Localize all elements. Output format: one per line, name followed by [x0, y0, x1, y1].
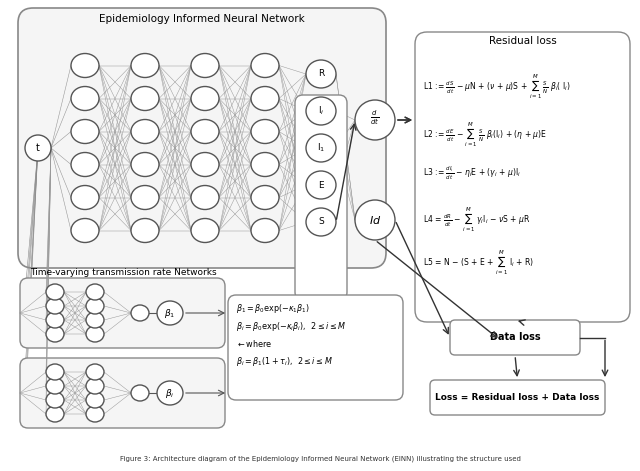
Text: $\beta_i = \beta_1(1 + \tau_i)$,  $2 \leq i \leq M$: $\beta_i = \beta_1(1 + \tau_i)$, $2 \leq…: [236, 355, 333, 368]
Ellipse shape: [251, 87, 279, 111]
Text: Residual loss: Residual loss: [488, 36, 556, 46]
Text: L4 = $\frac{dR}{dt}$ $-$ $\sum_{i=1}^{M}$ $\gamma_i$I$_i$ $-$ $\nu$S + $\mu$R: L4 = $\frac{dR}{dt}$ $-$ $\sum_{i=1}^{M}…: [423, 205, 531, 234]
FancyBboxPatch shape: [20, 358, 225, 428]
Ellipse shape: [191, 54, 219, 78]
Ellipse shape: [191, 87, 219, 111]
Ellipse shape: [71, 54, 99, 78]
Ellipse shape: [86, 298, 104, 314]
FancyBboxPatch shape: [295, 95, 347, 300]
Ellipse shape: [86, 392, 104, 408]
Text: Time-varying transmission rate Networks: Time-varying transmission rate Networks: [30, 268, 216, 277]
Text: L2 := $\frac{dE}{dt}$ $-$ $\sum_{i=1}^{M}$ $\frac{S}{N}$ $\beta_i$(I$_i$) + ($\e: L2 := $\frac{dE}{dt}$ $-$ $\sum_{i=1}^{M…: [423, 120, 547, 149]
Ellipse shape: [251, 54, 279, 78]
Text: L5 = N $-$ (S + E + $\sum_{i=1}^{M}$ I$_i$ + R): L5 = N $-$ (S + E + $\sum_{i=1}^{M}$ I$_…: [423, 248, 534, 276]
Ellipse shape: [251, 120, 279, 144]
Ellipse shape: [355, 200, 395, 240]
Ellipse shape: [46, 406, 64, 422]
Text: $Id$: $Id$: [369, 214, 381, 226]
Ellipse shape: [306, 134, 336, 162]
Ellipse shape: [306, 60, 336, 88]
Ellipse shape: [71, 219, 99, 243]
Ellipse shape: [191, 219, 219, 243]
Ellipse shape: [157, 301, 183, 325]
Ellipse shape: [131, 385, 149, 401]
Ellipse shape: [191, 186, 219, 210]
Text: $\beta_i$: $\beta_i$: [165, 387, 175, 399]
FancyBboxPatch shape: [430, 380, 605, 415]
Ellipse shape: [46, 284, 64, 300]
Ellipse shape: [131, 219, 159, 243]
Ellipse shape: [71, 87, 99, 111]
Text: Loss = Residual loss + Data loss: Loss = Residual loss + Data loss: [435, 393, 600, 402]
Text: L1 := $\frac{dS}{dt}$ $-$ $\mu$N + ($\nu$ + $\mu$)S + $\sum_{i=1}^{M}$ $\frac{S}: L1 := $\frac{dS}{dt}$ $-$ $\mu$N + ($\nu…: [423, 72, 571, 101]
Text: I$_1$: I$_1$: [317, 142, 325, 154]
Ellipse shape: [306, 171, 336, 199]
Ellipse shape: [131, 305, 149, 321]
Ellipse shape: [71, 120, 99, 144]
Text: S: S: [318, 218, 324, 227]
FancyBboxPatch shape: [228, 295, 403, 400]
Ellipse shape: [86, 378, 104, 394]
Text: $\beta_1 = \beta_0 \exp(-\kappa_1 \beta_1)$: $\beta_1 = \beta_0 \exp(-\kappa_1 \beta_…: [236, 302, 310, 315]
FancyBboxPatch shape: [415, 32, 630, 322]
Ellipse shape: [46, 326, 64, 342]
Ellipse shape: [306, 97, 336, 125]
Text: R: R: [318, 70, 324, 79]
Text: t: t: [36, 143, 40, 153]
Text: $\beta_i = \beta_0 \exp(-\kappa_i \beta_i)$,  $2 \leq i \leq M$: $\beta_i = \beta_0 \exp(-\kappa_i \beta_…: [236, 320, 346, 333]
Ellipse shape: [191, 120, 219, 144]
Text: E: E: [318, 180, 324, 189]
Ellipse shape: [251, 153, 279, 177]
Ellipse shape: [251, 219, 279, 243]
Ellipse shape: [86, 284, 104, 300]
Ellipse shape: [191, 153, 219, 177]
Ellipse shape: [46, 392, 64, 408]
Text: $\frac{d}{dt}$: $\frac{d}{dt}$: [371, 109, 380, 127]
Ellipse shape: [46, 364, 64, 380]
Ellipse shape: [251, 186, 279, 210]
Ellipse shape: [86, 326, 104, 342]
Text: I$_i$: I$_i$: [318, 105, 324, 117]
Ellipse shape: [355, 100, 395, 140]
Text: Data loss: Data loss: [490, 333, 540, 342]
Text: Epidemiology Informed Neural Network: Epidemiology Informed Neural Network: [99, 14, 305, 24]
Ellipse shape: [306, 208, 336, 236]
Ellipse shape: [86, 312, 104, 328]
Ellipse shape: [131, 186, 159, 210]
Ellipse shape: [131, 87, 159, 111]
Ellipse shape: [46, 312, 64, 328]
FancyBboxPatch shape: [450, 320, 580, 355]
Text: Figure 3: Architecture diagram of the Epidemiology Informed Neural Network (EINN: Figure 3: Architecture diagram of the Ep…: [120, 455, 520, 462]
FancyBboxPatch shape: [20, 278, 225, 348]
Text: $\beta_1$: $\beta_1$: [164, 307, 175, 319]
Ellipse shape: [71, 153, 99, 177]
FancyBboxPatch shape: [18, 8, 386, 268]
Ellipse shape: [131, 54, 159, 78]
Text: $\leftarrow$where: $\leftarrow$where: [236, 338, 272, 349]
Ellipse shape: [86, 406, 104, 422]
Ellipse shape: [131, 120, 159, 144]
Ellipse shape: [157, 381, 183, 405]
Ellipse shape: [71, 186, 99, 210]
Text: L3 := $\frac{dI_i}{dt}$ $-$ $\eta_i$E + ($\gamma_i$ + $\mu$)I$_i$: L3 := $\frac{dI_i}{dt}$ $-$ $\eta_i$E + …: [423, 165, 521, 182]
Ellipse shape: [46, 378, 64, 394]
Ellipse shape: [46, 298, 64, 314]
Ellipse shape: [25, 135, 51, 161]
Ellipse shape: [86, 364, 104, 380]
Ellipse shape: [131, 153, 159, 177]
